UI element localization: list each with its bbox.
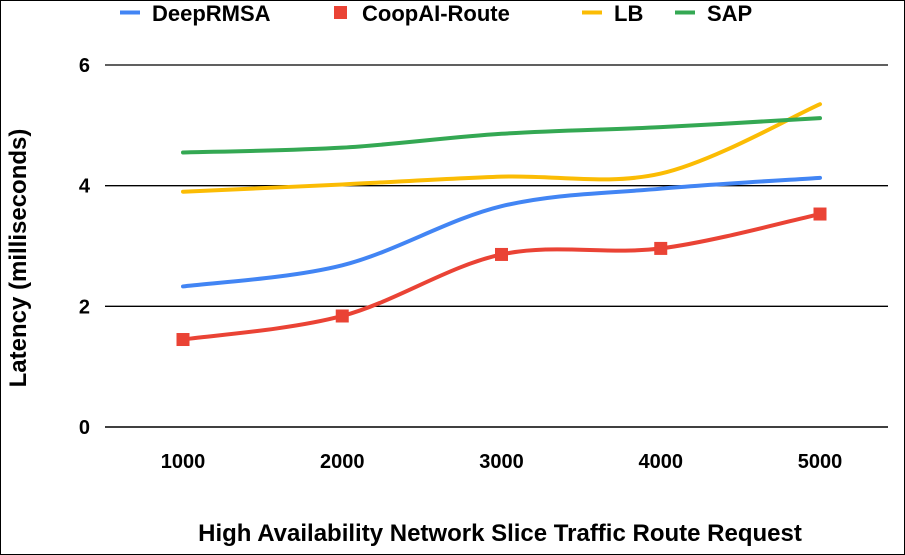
x-tick-label: 4000 — [639, 451, 684, 473]
y-tick-label: 6 — [79, 55, 90, 77]
marker-coopai-route-4000 — [654, 241, 668, 255]
x-tick-label: 1000 — [161, 451, 206, 473]
legend-label-coopai-route: CoopAI-Route — [362, 1, 510, 26]
x-tick-label: 2000 — [320, 451, 365, 473]
x-axis-title: High Availability Network Slice Traffic … — [198, 520, 802, 547]
legend-swatch-coopai-route — [334, 6, 347, 19]
marker-coopai-route-2000 — [335, 309, 349, 323]
series-line-lb — [181, 102, 822, 194]
legend-label-sap: SAP — [707, 1, 752, 26]
series-line-deeprmsa — [181, 175, 822, 289]
y-axis-ticks: 0 2 4 6 — [79, 55, 91, 439]
series-markers — [176, 207, 827, 347]
gridlines — [105, 64, 888, 307]
marker-coopai-route-5000 — [813, 207, 827, 221]
y-axis-title: Latency (milliseconds) — [5, 129, 32, 388]
x-axis-ticks: 1000 2000 3000 4000 5000 — [161, 451, 843, 473]
legend: DeepRMSA CoopAI-Route LB SAP — [120, 1, 752, 26]
legend-label-lb: LB — [614, 1, 643, 26]
y-tick-label: 0 — [79, 417, 90, 439]
marker-coopai-route-1000 — [176, 333, 190, 347]
x-tick-label: 3000 — [479, 451, 524, 473]
y-tick-label: 4 — [79, 176, 91, 198]
series-line-sap — [181, 116, 822, 155]
marker-coopai-route-3000 — [495, 247, 508, 261]
x-tick-label: 5000 — [798, 451, 843, 473]
legend-label-deeprmsa: DeepRMSA — [152, 1, 271, 26]
series-lines — [181, 102, 822, 342]
y-tick-label: 2 — [79, 296, 90, 318]
